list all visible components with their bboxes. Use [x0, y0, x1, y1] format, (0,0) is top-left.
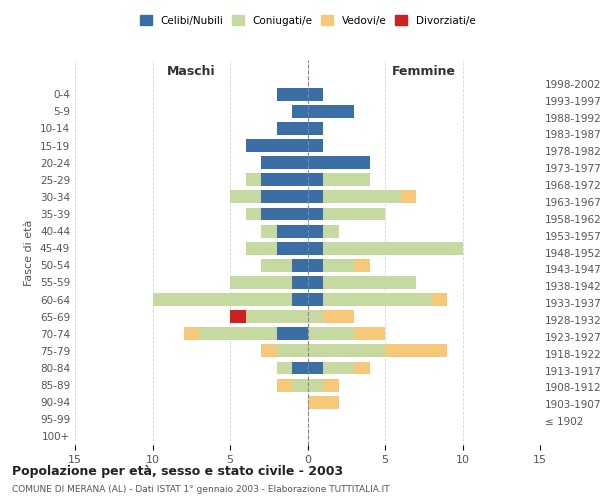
Bar [230, 276, 292, 289]
Bar [323, 310, 354, 323]
Bar [261, 344, 277, 358]
Bar [245, 139, 308, 152]
Text: Maschi: Maschi [167, 66, 215, 78]
Bar [277, 378, 292, 392]
Bar [184, 328, 199, 340]
Bar [308, 310, 323, 323]
Bar [308, 224, 323, 237]
Bar [277, 328, 308, 340]
Bar [354, 362, 370, 374]
Y-axis label: Fasce di età: Fasce di età [25, 220, 34, 286]
Bar [277, 242, 308, 254]
Bar [354, 259, 370, 272]
Bar [245, 310, 308, 323]
Text: Popolazione per età, sesso e stato civile - 2003: Popolazione per età, sesso e stato civil… [12, 465, 343, 478]
Bar [308, 276, 323, 289]
Text: Femmine: Femmine [392, 66, 456, 78]
Bar [277, 344, 308, 358]
Bar [308, 190, 323, 203]
Bar [261, 156, 308, 169]
Bar [308, 139, 323, 152]
Legend: Celibi/Nubili, Coniugati/e, Vedovi/e, Divorziati/e: Celibi/Nubili, Coniugati/e, Vedovi/e, Di… [136, 12, 479, 30]
Bar [323, 259, 354, 272]
Bar [308, 208, 323, 220]
Bar [261, 208, 308, 220]
Bar [431, 293, 447, 306]
Bar [245, 174, 261, 186]
Bar [277, 122, 308, 135]
Bar [245, 242, 277, 254]
Bar [385, 344, 447, 358]
Bar [308, 259, 323, 272]
Bar [308, 174, 323, 186]
Bar [292, 276, 308, 289]
Bar [308, 362, 323, 374]
Bar [308, 328, 354, 340]
Bar [401, 190, 416, 203]
Bar [323, 224, 338, 237]
Bar [323, 242, 463, 254]
Bar [323, 378, 338, 392]
Bar [308, 344, 385, 358]
Bar [308, 396, 338, 408]
Bar [292, 259, 308, 272]
Bar [323, 362, 354, 374]
Bar [152, 293, 292, 306]
Bar [292, 293, 308, 306]
Bar [261, 259, 292, 272]
Bar [308, 293, 323, 306]
Bar [308, 156, 370, 169]
Bar [323, 276, 416, 289]
Bar [323, 190, 401, 203]
Bar [308, 105, 354, 118]
Bar [277, 362, 292, 374]
Bar [308, 122, 323, 135]
Bar [230, 310, 245, 323]
Bar [308, 378, 323, 392]
Bar [277, 88, 308, 101]
Bar [261, 190, 308, 203]
Bar [292, 378, 308, 392]
Bar [245, 208, 261, 220]
Bar [354, 328, 385, 340]
Bar [323, 174, 370, 186]
Bar [323, 208, 385, 220]
Bar [261, 224, 277, 237]
Text: COMUNE DI MERANA (AL) - Dati ISTAT 1° gennaio 2003 - Elaborazione TUTTITALIA.IT: COMUNE DI MERANA (AL) - Dati ISTAT 1° ge… [12, 485, 389, 494]
Bar [230, 190, 261, 203]
Bar [277, 224, 308, 237]
Bar [199, 328, 277, 340]
Bar [308, 88, 323, 101]
Bar [323, 293, 431, 306]
Bar [292, 105, 308, 118]
Bar [261, 174, 308, 186]
Bar [308, 242, 323, 254]
Bar [292, 362, 308, 374]
